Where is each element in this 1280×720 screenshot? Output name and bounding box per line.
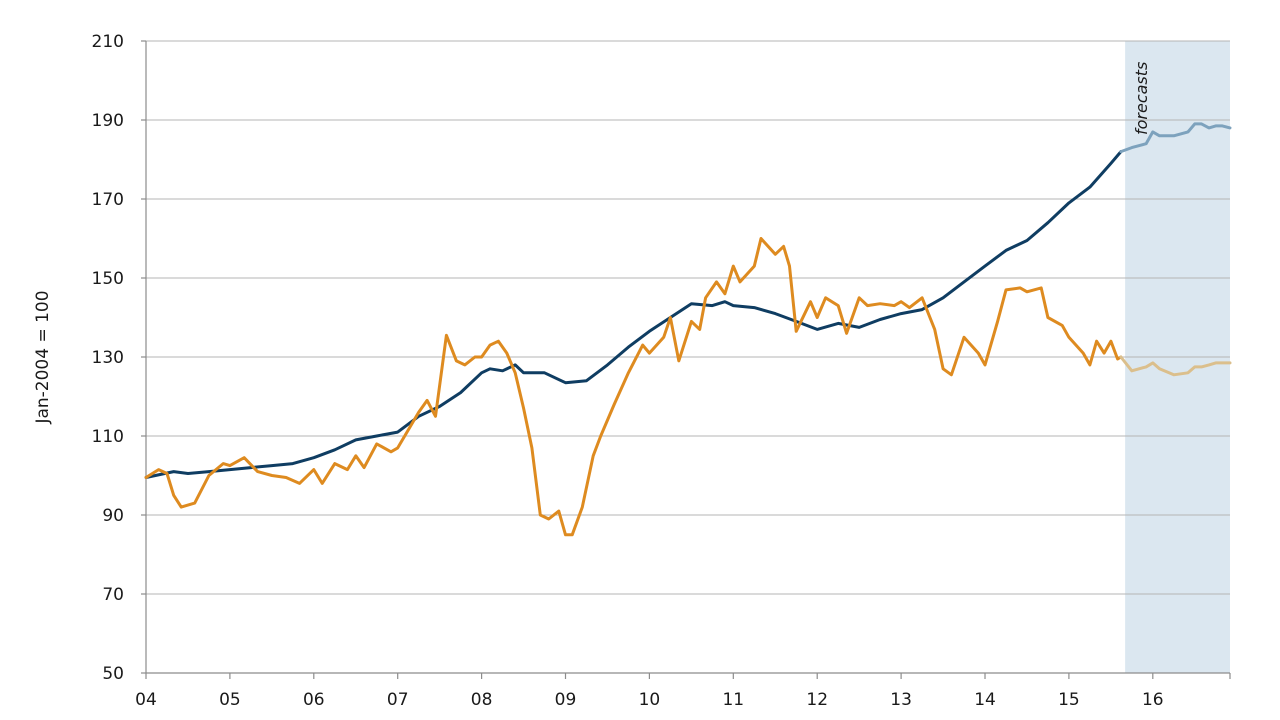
x-tick-label: 05 (219, 690, 241, 710)
series-line-4 (1119, 355, 1232, 377)
y-axis-label: Jan-2004 = 100 (33, 290, 53, 424)
gridlines (146, 40, 1230, 595)
series-line-1 (144, 150, 1123, 479)
series-line-2 (144, 237, 1123, 537)
x-tick-label: 15 (1058, 690, 1080, 710)
series-line-3 (1119, 122, 1232, 154)
y-tick-label: 170 (92, 190, 124, 210)
y-tick-label: 150 (92, 269, 124, 289)
x-tick-label: 04 (135, 690, 157, 710)
x-tick-label: 14 (974, 690, 996, 710)
x-tick-label: 07 (387, 690, 409, 710)
y-tick-label: 110 (92, 427, 124, 447)
x-axis-ticks: 04 05 06 07 08 09 10 11 12 13 14 15 16 (135, 673, 1231, 710)
x-tick-label: 12 (806, 690, 828, 710)
x-tick-label: 13 (890, 690, 912, 710)
x-tick-label: 11 (722, 690, 744, 710)
x-tick-label: 06 (303, 690, 325, 710)
x-tick-label: 08 (471, 690, 493, 710)
series-lines (144, 122, 1232, 537)
x-tick-label: 16 (1142, 690, 1164, 710)
y-axis-ticks: 50 70 90 110 130 150 170 190 210 (92, 32, 146, 684)
x-tick-label: 10 (639, 690, 661, 710)
y-tick-label: 50 (102, 664, 124, 684)
x-tick-label: 09 (555, 690, 577, 710)
y-tick-label: 130 (92, 348, 124, 368)
y-tick-label: 90 (102, 506, 124, 526)
y-tick-label: 190 (92, 111, 124, 131)
y-tick-label: 70 (102, 585, 124, 605)
forecast-label: forecasts (1132, 62, 1151, 135)
y-tick-label: 210 (92, 32, 124, 52)
